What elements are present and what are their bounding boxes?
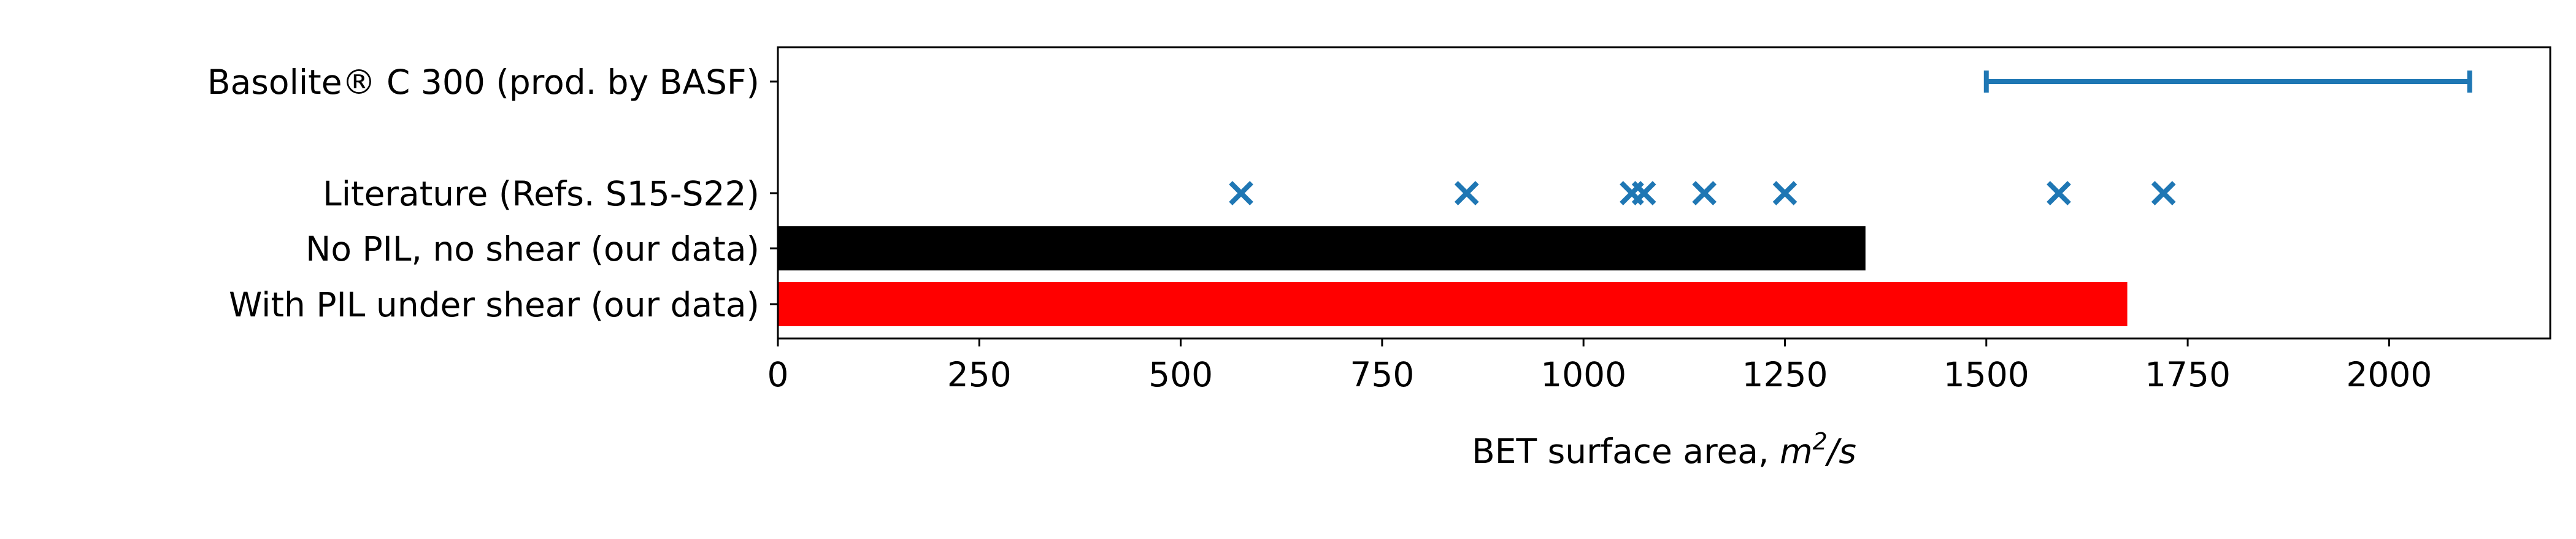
x-axis-title-unit: m <box>1780 432 1813 471</box>
x-tick-label-8: 2000 <box>2346 355 2432 394</box>
y-category-label-1: No PIL, no shear (our data) <box>306 229 759 269</box>
x-axis-title-text: BET surface area, <box>1472 432 1780 471</box>
y-category-label-0: With PIL under shear (our data) <box>229 285 759 324</box>
bar-1 <box>778 226 1866 270</box>
scatter-point-6 <box>2047 181 2071 205</box>
x-tick-label-3: 750 <box>1350 355 1414 394</box>
x-axis-title-unit-tail: /s <box>1824 432 1856 471</box>
scatter-point-4 <box>1692 181 1717 205</box>
x-tick-label-7: 1750 <box>2145 355 2231 394</box>
scatter-point-4-stroke-b <box>1692 181 1717 205</box>
x-axis-title: BET surface area, m2/s <box>1472 428 1856 471</box>
x-tick-label-0: 0 <box>767 355 789 394</box>
scatter-point-0 <box>1229 181 1253 205</box>
scatter-point-1-stroke-b <box>1454 181 1479 205</box>
scatter-point-3-stroke-b <box>1631 181 1656 205</box>
scatter-point-7-stroke-b <box>2151 181 2176 205</box>
bar-0 <box>778 282 2128 326</box>
scatter-point-0-stroke-b <box>1229 181 1253 205</box>
scatter-point-1 <box>1454 181 1479 205</box>
plot-area: 0 250 500 750 1000 1250 1500 1750 2000 With PIL u… <box>207 46 2551 394</box>
scatter-point-5-stroke-b <box>1772 181 1797 205</box>
x-tick-label-5: 1250 <box>1742 355 1828 394</box>
scatter-point-3 <box>1631 181 1656 205</box>
scatter-point-5 <box>1772 181 1797 205</box>
scatter-point-6-stroke-b <box>2047 181 2071 205</box>
x-tick-label-6: 1500 <box>1944 355 2029 394</box>
scatter-point-7 <box>2151 181 2176 205</box>
y-category-label-3: Basolite® C 300 (prod. by BASF) <box>207 63 759 102</box>
x-tick-label-4: 1000 <box>1540 355 1626 394</box>
x-tick-label-1: 250 <box>947 355 1012 394</box>
range-bar <box>1983 71 2472 93</box>
x-axis-title-unit-superscript: 2 <box>1813 428 1828 455</box>
y-category-label-2: Literature (Refs. S15-S22) <box>323 174 759 213</box>
x-tick-label-2: 500 <box>1148 355 1213 394</box>
